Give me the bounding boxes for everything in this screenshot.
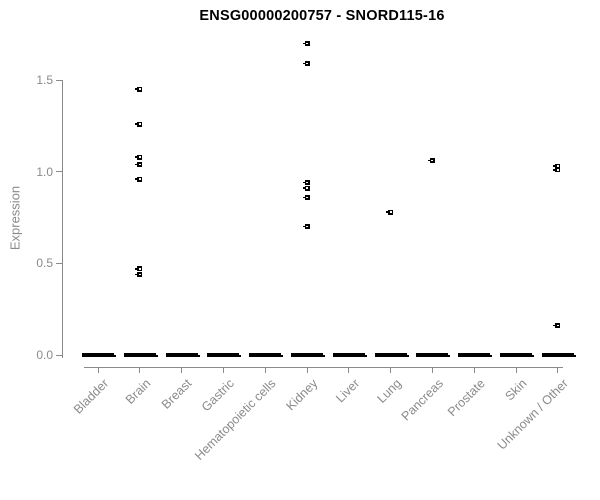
zero-expression-dash — [165, 353, 200, 357]
x-axis-tick — [97, 367, 99, 373]
data-point — [553, 167, 561, 173]
x-category-label: Gastric — [198, 376, 237, 415]
data-point — [302, 224, 310, 230]
data-point — [302, 180, 310, 186]
x-axis-tick — [557, 367, 559, 373]
data-point — [135, 161, 143, 167]
data-point — [135, 266, 143, 272]
data-point — [135, 271, 143, 277]
x-axis-tick — [264, 367, 266, 373]
zero-expression-dash — [291, 353, 325, 357]
zero-expression-dash — [374, 353, 409, 357]
x-category-label: Breast — [159, 376, 195, 412]
x-axis-tick — [390, 367, 392, 373]
x-category-label: Pancreas — [398, 376, 446, 424]
zero-expression-dash — [332, 353, 367, 357]
y-tick-label: 0.0 — [36, 348, 53, 362]
x-axis-tick — [222, 367, 224, 373]
zero-expression-dash — [249, 353, 284, 357]
zero-expression-dash — [207, 353, 242, 357]
data-point — [553, 323, 561, 329]
data-point — [386, 209, 394, 215]
y-axis-tick — [55, 171, 62, 173]
x-category-label: Prostate — [444, 376, 488, 420]
zero-expression-dash — [416, 353, 451, 357]
y-axis-label: Expression — [7, 185, 23, 251]
y-tick-label: 0.5 — [36, 256, 53, 271]
data-point — [135, 86, 143, 92]
data-point — [302, 40, 310, 46]
zero-expression-dash — [500, 353, 534, 357]
x-category-label: Brain — [122, 376, 154, 407]
zero-expression-dash — [82, 353, 116, 357]
chart-title: ENSG00000200757 - SNORD115-16 — [199, 8, 445, 24]
data-point — [427, 158, 435, 164]
data-point — [135, 121, 143, 127]
data-point — [135, 176, 143, 182]
x-category-label: Lung — [374, 376, 404, 406]
zero-expression-dash — [458, 353, 493, 357]
zero-expression-dash — [123, 353, 158, 357]
data-point — [135, 154, 143, 160]
y-axis-tick — [55, 79, 62, 81]
x-category-label: Liver — [332, 376, 363, 406]
data-point — [553, 163, 561, 169]
x-axis-tick — [139, 367, 141, 373]
x-axis-tick — [306, 367, 308, 373]
x-category-label: Bladder — [70, 376, 112, 417]
x-axis-tick — [515, 367, 517, 373]
data-point — [302, 61, 310, 66]
y-tick-label: 1.0 — [36, 164, 53, 179]
x-category-label: Skin — [502, 376, 530, 404]
y-tick-label: 1.5 — [36, 73, 53, 87]
x-axis-tick — [348, 367, 350, 373]
x-category-label: Hematopoietic cells — [191, 376, 279, 463]
data-point — [302, 185, 310, 191]
zero-expression-dash — [541, 353, 576, 357]
x-category-label: Kidney — [283, 376, 321, 414]
y-axis-tick — [55, 354, 62, 356]
y-axis-tick — [55, 262, 62, 264]
x-axis-tick — [473, 367, 475, 373]
x-axis-tick — [181, 367, 183, 373]
y-axis-line — [61, 80, 63, 358]
x-axis-line — [84, 367, 563, 368]
x-axis-tick — [431, 367, 433, 373]
data-point — [302, 194, 310, 200]
